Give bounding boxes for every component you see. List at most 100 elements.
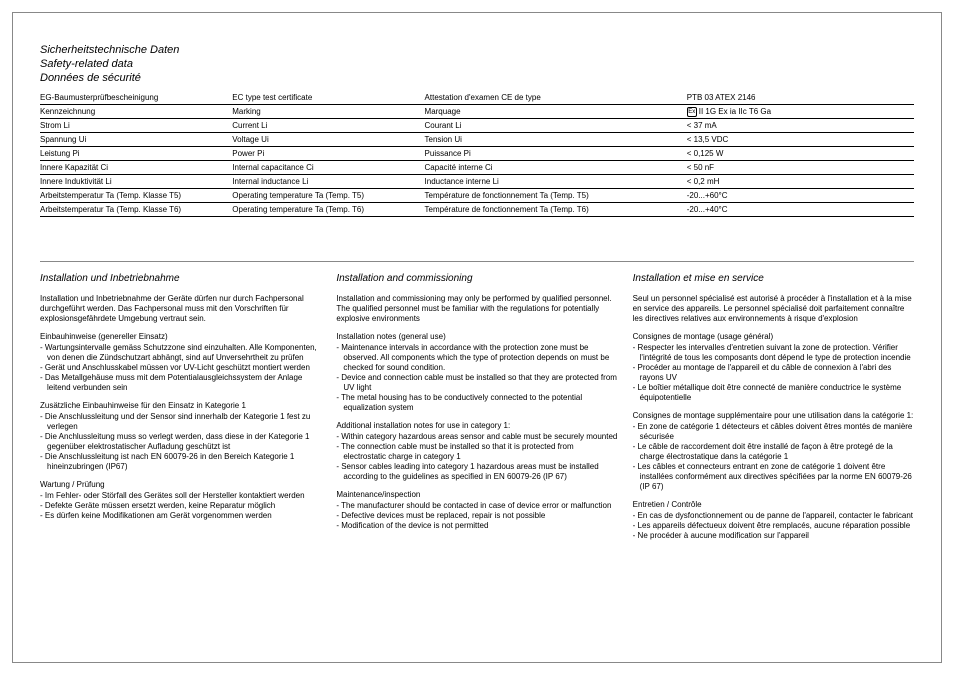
text-block: Einbauhinweise (genereller Einsatz)- War…: [40, 332, 321, 393]
list-item: - Gerät und Anschlusskabel müssen vor UV…: [40, 363, 321, 373]
table-cell: Marquage: [425, 105, 687, 119]
table-cell: Current Li: [232, 119, 424, 133]
list-item: - Ne procéder à aucune modification sur …: [633, 531, 914, 541]
block-title: Consignes de montage supplémentaire pour…: [633, 411, 914, 421]
column-de: Installation und Inbetriebnahme Installat…: [40, 273, 321, 549]
list-item: - Sensor cables leading into category 1 …: [336, 462, 617, 482]
table-cell: Inductance interne Li: [425, 175, 687, 189]
list-item: - The manufacturer should be contacted i…: [336, 501, 617, 511]
list-item: - Within category hazardous areas sensor…: [336, 432, 617, 442]
text-block: Entretien / Contrôle- En cas de dysfonct…: [633, 500, 914, 541]
table-cell: Power Pi: [232, 147, 424, 161]
list-item: - Es dürfen keine Modifikationen am Gerä…: [40, 511, 321, 521]
list-item: - Procéder au montage de l'appareil et d…: [633, 363, 914, 383]
table-cell: -20...+60°C: [687, 189, 914, 203]
column-fr: Installation et mise en service Seul un p…: [633, 273, 914, 549]
table-cell: PTB 03 ATEX 2146: [687, 91, 914, 105]
block-title: Zusätzliche Einbauhinweise für den Einsa…: [40, 401, 321, 411]
section-heading: Installation and commissioning: [336, 273, 617, 284]
block-title: Installation notes (general use): [336, 332, 617, 342]
page-frame: Sicherheitstechnische Daten Safety-relat…: [12, 12, 942, 663]
list-item: - Les appareils défectueux doivent être …: [633, 521, 914, 531]
list-item: - Defekte Geräte müssen ersetzt werden, …: [40, 501, 321, 511]
table-cell: EC type test certificate: [232, 91, 424, 105]
section-heading: Installation et mise en service: [633, 273, 914, 284]
title-en: Safety-related data: [40, 57, 179, 71]
table-cell: Température de fonctionnement Ta (Temp. …: [425, 189, 687, 203]
table-cell: Tension Ui: [425, 133, 687, 147]
title-fr: Données de sécurité: [40, 71, 179, 85]
list-item: - Im Fehler- oder Störfall des Gerätes s…: [40, 491, 321, 501]
table-cell: Innere Induktivität Li: [40, 175, 232, 189]
list-item: - The metal housing has to be conductive…: [336, 393, 617, 413]
table-cell: ExII 1G Ex ia IIc T6 Ga: [687, 105, 914, 119]
list-item: - The connection cable must be installed…: [336, 442, 617, 462]
table-cell: Capacité interne Ci: [425, 161, 687, 175]
list-item: - Les câbles et connecteurs entrant en z…: [633, 462, 914, 492]
title-block: Sicherheitstechnische Daten Safety-relat…: [40, 43, 179, 85]
ex-icon: Ex: [687, 107, 697, 117]
table-cell: -20...+40°C: [687, 203, 914, 217]
list-item: - Die Anschlussleitung und der Sensor si…: [40, 412, 321, 432]
table-cell: < 50 nF: [687, 161, 914, 175]
text-block: Additional installation notes for use in…: [336, 421, 617, 482]
columns: Installation und Inbetriebnahme Installat…: [40, 273, 914, 549]
text-block: Consignes de montage supplémentaire pour…: [633, 411, 914, 492]
table-cell: Kennzeichnung: [40, 105, 232, 119]
table-row: Strom LiCurrent LiCourant Li< 37 mA: [40, 119, 914, 133]
list-item: - Die Anchlussleitung muss so verlegt we…: [40, 432, 321, 452]
table-cell: < 0,2 mH: [687, 175, 914, 189]
block-title: Consignes de montage (usage général): [633, 332, 914, 342]
table-cell: Voltage Ui: [232, 133, 424, 147]
section-heading: Installation und Inbetriebnahme: [40, 273, 321, 284]
table-cell: Internal capacitance Ci: [232, 161, 424, 175]
table-cell: Courant Li: [425, 119, 687, 133]
column-en: Installation and commissioning Installati…: [336, 273, 617, 549]
table-cell: Arbeitstemperatur Ta (Temp. Klasse T5): [40, 189, 232, 203]
table-cell: Strom Li: [40, 119, 232, 133]
list-item: - Maintenance intervals in accordance wi…: [336, 343, 617, 373]
section-intro: Seul un personnel spécialisé est autoris…: [633, 294, 914, 324]
table-row: EG-BaumusterprüfbescheinigungEC type tes…: [40, 91, 914, 105]
block-title: Additional installation notes for use in…: [336, 421, 617, 431]
list-item: - Modification of the device is not perm…: [336, 521, 617, 531]
block-title: Wartung / Prüfung: [40, 480, 321, 490]
text-block: Consignes de montage (usage général)- Re…: [633, 332, 914, 403]
block-title: Einbauhinweise (genereller Einsatz): [40, 332, 321, 342]
safety-data-table: EG-BaumusterprüfbescheinigungEC type tes…: [40, 91, 914, 217]
title-de: Sicherheitstechnische Daten: [40, 43, 179, 57]
table-row: Leistung PiPower PiPuissance Pi< 0,125 W: [40, 147, 914, 161]
table-cell: < 13,5 VDC: [687, 133, 914, 147]
list-item: - Respecter les intervalles d'entretien …: [633, 343, 914, 363]
table-cell: Spannung Ui: [40, 133, 232, 147]
list-item: - Wartungsintervalle gemäss Schutzzone s…: [40, 343, 321, 363]
section-divider: [40, 261, 914, 262]
data-table-wrap: EG-BaumusterprüfbescheinigungEC type tes…: [40, 91, 914, 217]
table-cell: Operating temperature Ta (Temp. T5): [232, 189, 424, 203]
table-row: Innere Induktivität LiInternal inductanc…: [40, 175, 914, 189]
block-title: Entretien / Contrôle: [633, 500, 914, 510]
table-cell: < 0,125 W: [687, 147, 914, 161]
list-item: - Die Anschlussleitung ist nach EN 60079…: [40, 452, 321, 472]
list-item: - Le câble de raccordement doit être ins…: [633, 442, 914, 462]
table-row: KennzeichnungMarkingMarquageExII 1G Ex i…: [40, 105, 914, 119]
table-cell: < 37 mA: [687, 119, 914, 133]
text-block: Maintenance/inspection- The manufacturer…: [336, 490, 617, 531]
block-title: Maintenance/inspection: [336, 490, 617, 500]
section-intro: Installation und Inbetriebnahme der Gerä…: [40, 294, 321, 324]
table-cell: Marking: [232, 105, 424, 119]
section-intro: Installation and commissioning may only …: [336, 294, 617, 324]
table-cell: Innere Kapazität Ci: [40, 161, 232, 175]
table-row: Innere Kapazität CiInternal capacitance …: [40, 161, 914, 175]
list-item: - En cas de dysfonctionnement ou de pann…: [633, 511, 914, 521]
table-cell: Puissance Pi: [425, 147, 687, 161]
list-item: - Defective devices must be replaced, re…: [336, 511, 617, 521]
table-cell: Leistung Pi: [40, 147, 232, 161]
table-cell: Operating temperature Ta (Temp. T6): [232, 203, 424, 217]
text-block: Zusätzliche Einbauhinweise für den Einsa…: [40, 401, 321, 472]
table-row: Arbeitstemperatur Ta (Temp. Klasse T5)Op…: [40, 189, 914, 203]
table-cell: Attestation d'examen CE de type: [425, 91, 687, 105]
text-block: Installation notes (general use)- Mainte…: [336, 332, 617, 413]
table-row: Spannung UiVoltage UiTension Ui< 13,5 VD…: [40, 133, 914, 147]
list-item: - En zone de catégorie 1 détecteurs et c…: [633, 422, 914, 442]
